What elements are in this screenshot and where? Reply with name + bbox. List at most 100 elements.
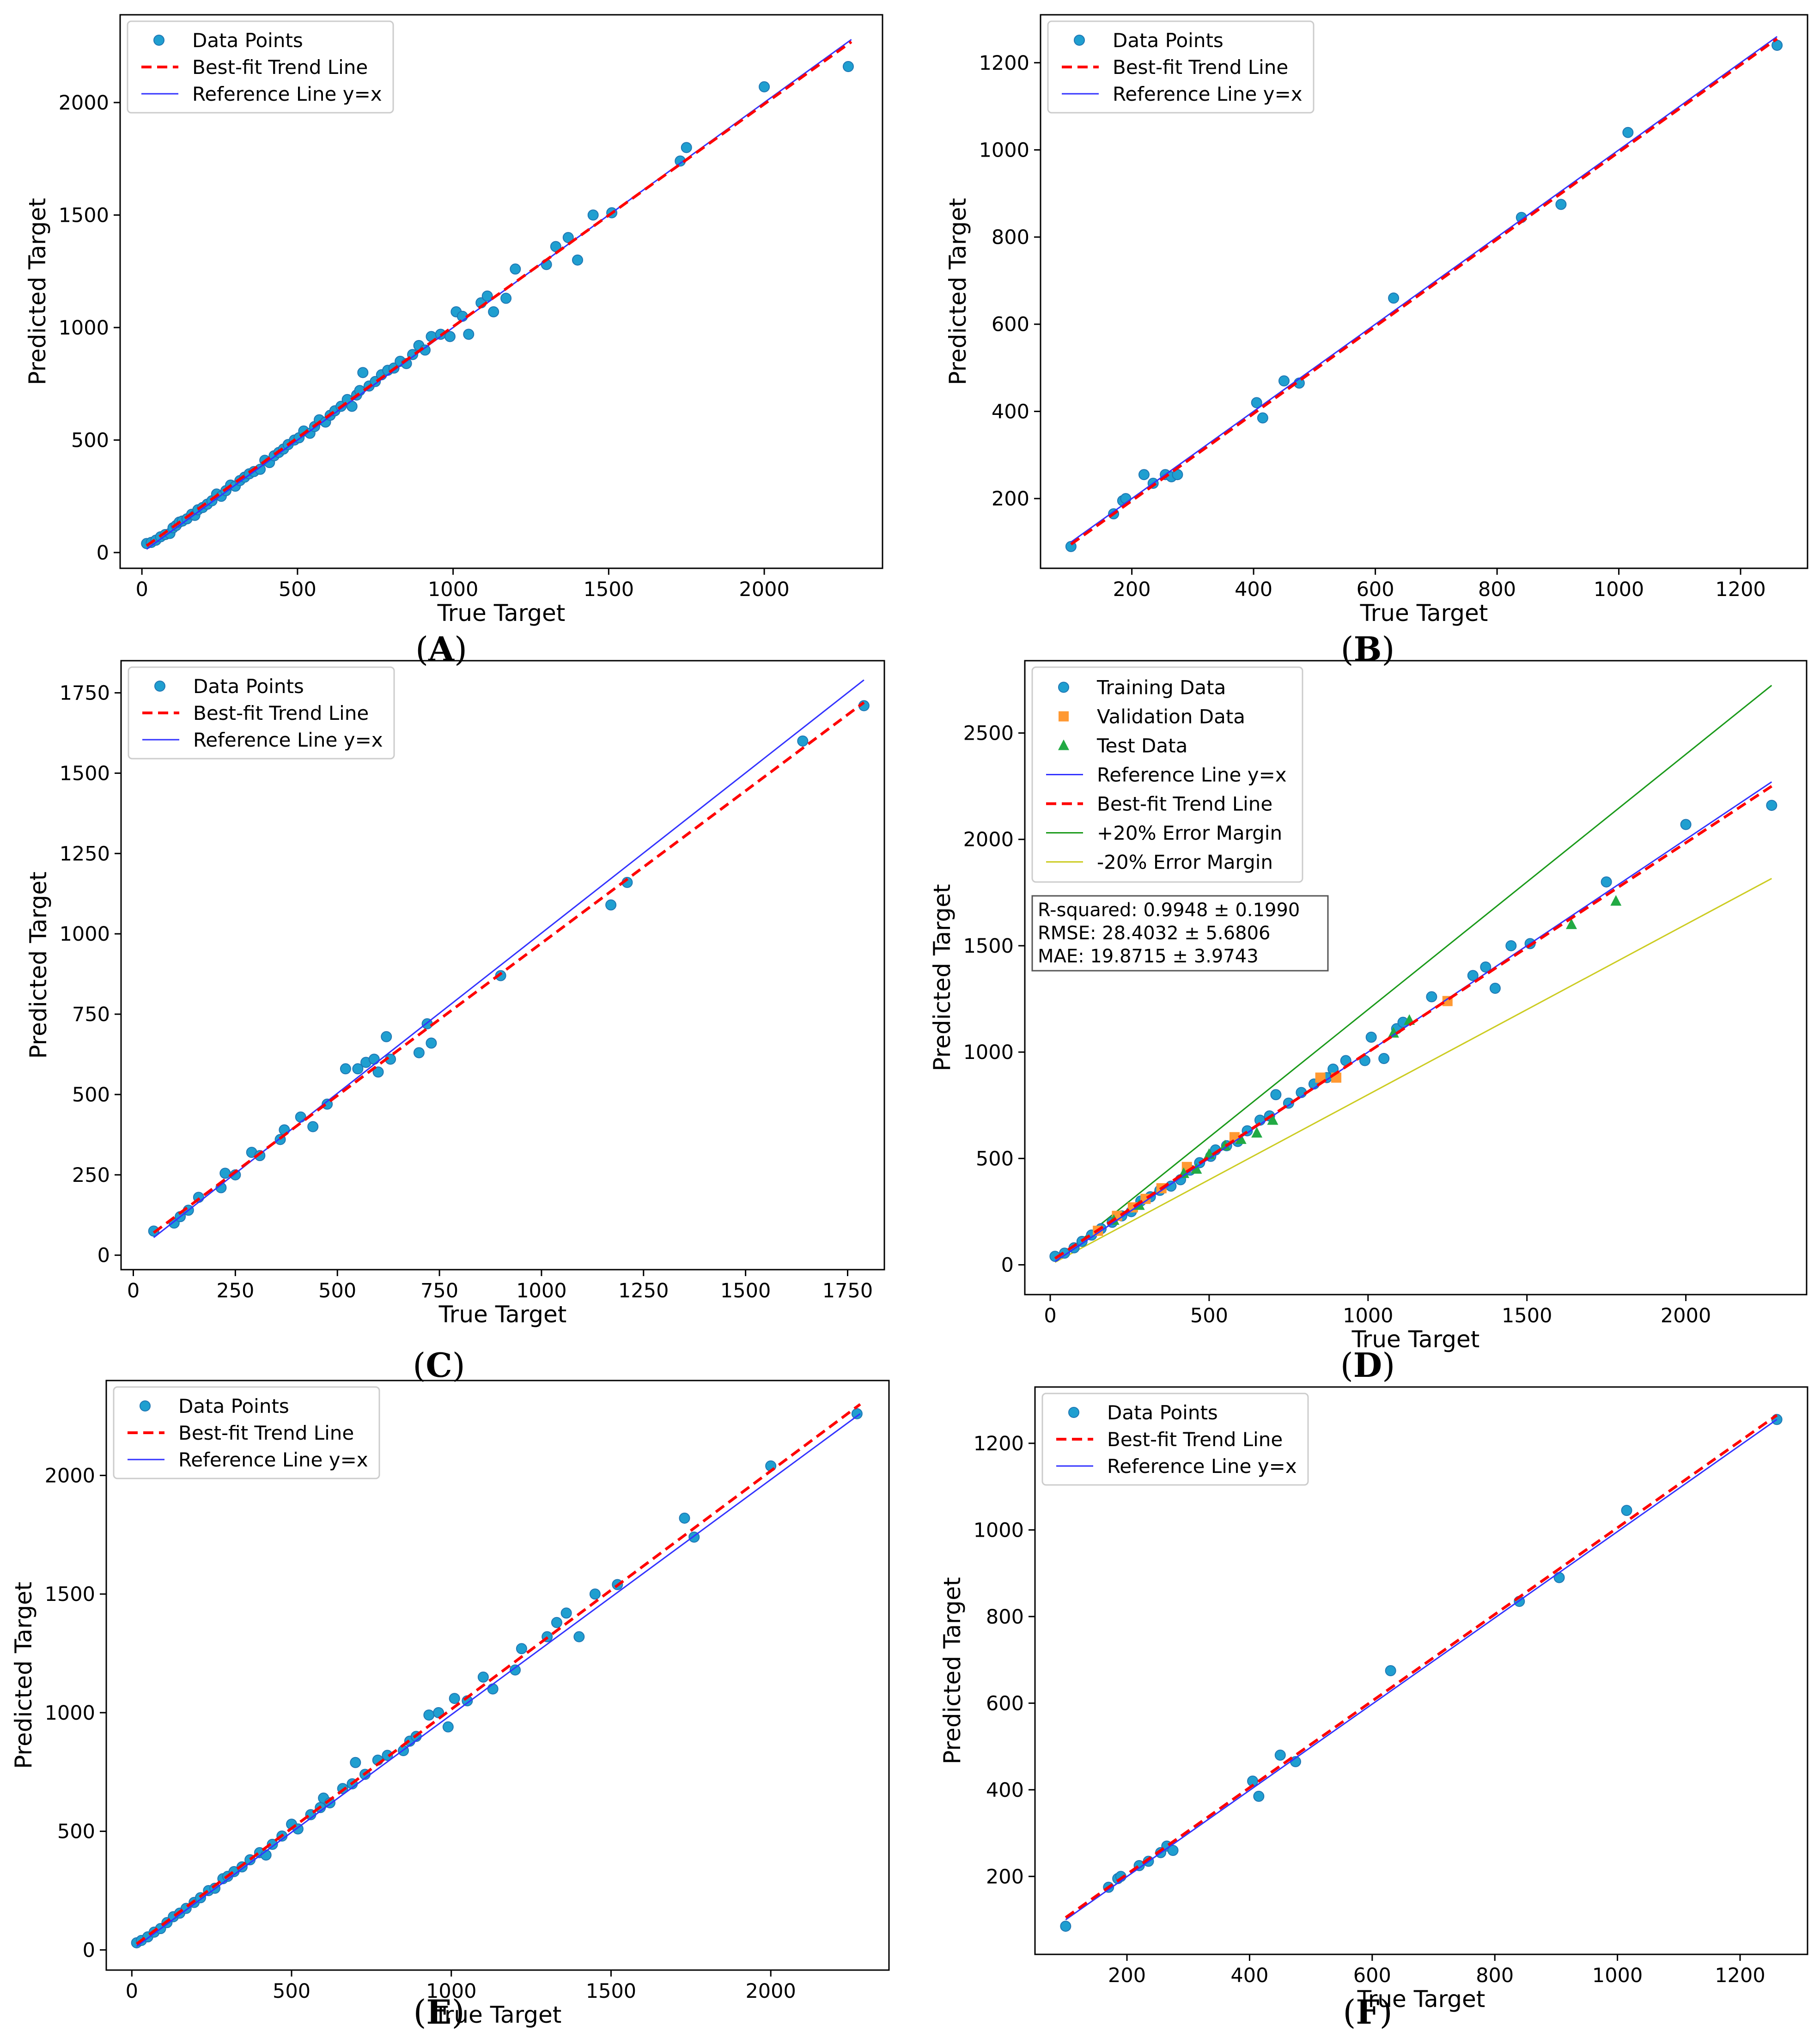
reference-line [136, 1413, 861, 1947]
caption-letter: F [1356, 1992, 1379, 2032]
y-tick-label: 2000 [45, 1464, 95, 1487]
legend-label: Test Data [1096, 735, 1187, 757]
data-point [500, 292, 512, 304]
caption-paren: ) [1382, 630, 1394, 669]
y-axis-label: Predicted Target [939, 1577, 966, 1764]
legend-marker-circle [1058, 681, 1069, 693]
training-point [1680, 819, 1692, 830]
data-point [1622, 127, 1634, 138]
caption-paren: ) [1380, 1993, 1393, 2032]
x-tick-label: 0 [135, 578, 148, 601]
y-tick-label: 800 [986, 1606, 1024, 1629]
legend-label: Data Points [178, 1395, 289, 1417]
test-point [1191, 1163, 1202, 1174]
data-point [1274, 1749, 1286, 1761]
panel-caption: (B) [1340, 629, 1394, 669]
data-point [1555, 199, 1567, 210]
y-tick-label: 200 [986, 1865, 1024, 1888]
legend-label: Data Points [192, 29, 303, 52]
y-axis-label: Predicted Target [24, 198, 51, 385]
plot-frame [105, 1380, 890, 1971]
x-tick-label: 0 [1044, 1304, 1056, 1327]
x-tick-label: 2000 [739, 578, 789, 601]
legend-label: Best-fit Trend Line [192, 56, 368, 79]
x-tick-label: 1200 [1715, 1964, 1765, 1987]
data-point [1553, 1572, 1565, 1583]
panel-c: 0 250 500 750 1000 1250 1500 1750 0 250 500 750 1000… [25, 660, 885, 1385]
x-tick-label: 2000 [745, 1980, 796, 2003]
legend-label: Best-fit Trend Line [178, 1422, 354, 1444]
caption-paren: ( [413, 1993, 426, 2032]
test-point [1235, 1133, 1247, 1144]
panel-d: 0 500 1000 1500 2000 0 500 1000 1500 2000 2500 True… [929, 660, 1808, 1385]
x-axis-label: True Target [1357, 1986, 1485, 2013]
legend-label: Data Points [1107, 1401, 1218, 1424]
stats-line: MAE: 19.8715 ± 3.9743 [1038, 946, 1259, 967]
caption-letter: D [1353, 1345, 1382, 1385]
x-tick-label: 0 [127, 1279, 140, 1302]
legend [127, 20, 394, 114]
training-point [1505, 940, 1517, 951]
legend [1031, 666, 1303, 883]
x-tick-label: 1000 [1594, 578, 1644, 601]
x-tick-label: 1000 [1592, 1964, 1643, 1987]
y-tick-label: 400 [986, 1779, 1024, 1802]
data-point [477, 1671, 489, 1683]
test-point [1566, 918, 1577, 929]
y-tick-label: 1500 [963, 935, 1014, 958]
y-tick-label: 1000 [963, 1041, 1014, 1064]
test-point [1267, 1114, 1278, 1125]
trend-line [1065, 1414, 1778, 1919]
data-point [381, 1031, 392, 1042]
data-point [605, 899, 617, 911]
data-point [481, 290, 493, 302]
legend-label: Training Data [1096, 676, 1226, 699]
y-tick-label: 500 [57, 1820, 95, 1843]
x-tick-label: 1750 [822, 1279, 873, 1302]
legend [1047, 20, 1315, 114]
caption-letter: E [426, 1992, 452, 2032]
x-tick-label: 1500 [1502, 1304, 1552, 1327]
data-point [423, 1709, 435, 1721]
data-point [372, 1066, 384, 1078]
x-tick-label: 600 [1357, 578, 1394, 601]
plot-frame [1040, 14, 1808, 569]
plot-frame [1034, 1386, 1808, 1955]
training-point [1365, 1031, 1377, 1043]
panel-caption: (A) [415, 629, 467, 669]
y-tick-label: 1500 [45, 1583, 95, 1606]
test-point [1610, 895, 1622, 906]
training-point [1426, 991, 1437, 1003]
y-tick-label: 0 [97, 1244, 110, 1267]
data-point [1138, 469, 1150, 481]
plot-area [1049, 685, 1777, 1263]
data-point [560, 1607, 572, 1619]
plot-area [1060, 1414, 1783, 1932]
caption-paren: ( [1340, 1346, 1353, 1385]
y-tick-label: 750 [72, 1003, 110, 1026]
data-point [368, 1053, 380, 1065]
data-point [510, 1664, 521, 1676]
reference-line [1070, 36, 1778, 543]
panel-b: 200 400 600 800 1000 1200 200 400 600 800 1000 1200… [944, 14, 1808, 669]
x-tick-label: 200 [1113, 578, 1151, 601]
panel-a: 0 500 1000 1500 2000 0 500 1000 1500 2000 True Tar… [24, 14, 883, 669]
x-tick-label: 1200 [1715, 578, 1765, 601]
legend-label: Reference Line y=x [1097, 764, 1287, 786]
data-point [295, 1111, 306, 1123]
x-tick-label: 500 [1190, 1304, 1228, 1327]
y-tick-label: 200 [992, 487, 1029, 511]
training-point [1601, 876, 1612, 888]
training-point [1270, 1089, 1282, 1101]
x-tick-label: 0 [126, 1980, 138, 2003]
caption-letter: C [426, 1345, 452, 1385]
x-tick-label: 1500 [720, 1279, 771, 1302]
data-point [1167, 1845, 1179, 1856]
y-tick-label: 250 [72, 1164, 110, 1187]
data-point [573, 1631, 585, 1642]
caption-paren: ( [415, 630, 428, 669]
data-point [488, 306, 499, 317]
data-point [551, 1617, 562, 1628]
legend-label: Reference Line y=x [1113, 83, 1303, 105]
